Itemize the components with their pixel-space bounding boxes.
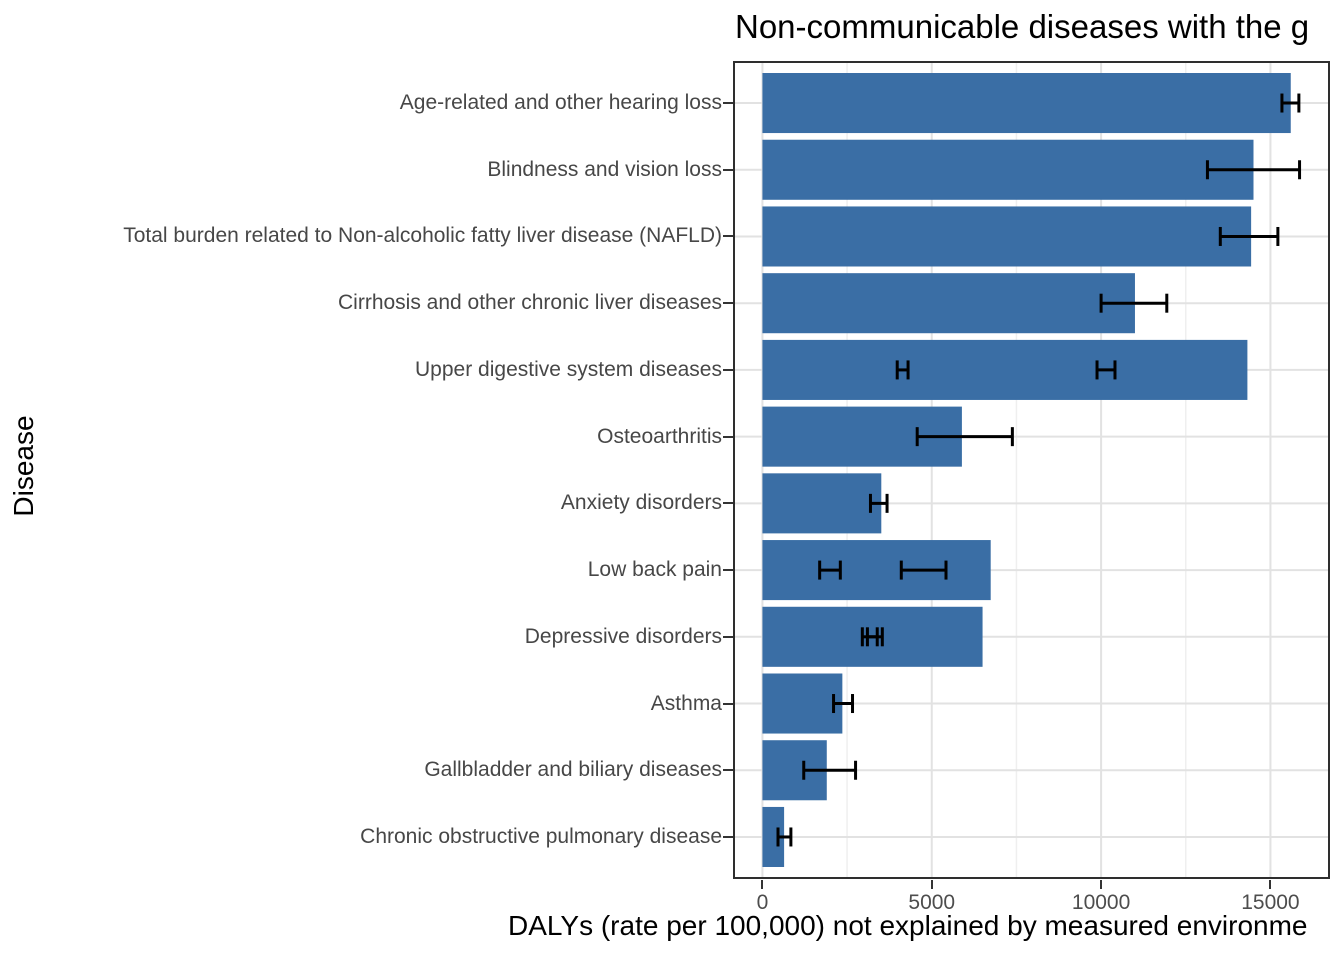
x-tick-mark <box>1269 880 1272 889</box>
y-axis-title: Disease <box>8 415 39 517</box>
bar <box>762 673 843 734</box>
category-label: Low back pain <box>587 558 722 582</box>
y-tick-mark <box>723 702 733 705</box>
category-label: Anxiety disorders <box>560 491 722 515</box>
bar <box>762 73 1291 134</box>
category-label: Total burden related to Non-alcoholic fa… <box>123 224 722 248</box>
bar <box>762 339 1248 400</box>
plot-panel <box>733 61 1330 879</box>
y-tick-mark <box>723 835 733 838</box>
bar <box>762 139 1254 200</box>
bar <box>762 206 1252 267</box>
y-tick-mark <box>723 569 733 572</box>
category-label: Asthma <box>650 691 722 715</box>
x-tick-label: 15000 <box>1241 891 1300 914</box>
y-tick-mark <box>723 168 733 171</box>
x-axis-title: DALYs (rate per 100,000) not explained b… <box>508 910 1308 941</box>
category-label: Blindness and vision loss <box>487 157 722 181</box>
x-tick-mark <box>761 880 764 889</box>
y-tick-mark <box>723 368 733 371</box>
chart-title: Non-communicable diseases with the g <box>735 8 1310 45</box>
x-tick-mark <box>1100 880 1103 889</box>
y-tick-mark <box>723 102 733 105</box>
category-label: Osteoarthritis <box>597 424 722 448</box>
bar <box>762 806 785 867</box>
y-tick-mark <box>723 235 733 238</box>
y-tick-mark <box>723 635 733 638</box>
bar <box>762 273 1135 334</box>
y-tick-mark <box>723 302 733 305</box>
y-tick-mark <box>723 502 733 505</box>
x-tick-label: 5000 <box>908 891 956 914</box>
bar <box>762 473 882 534</box>
category-label: Depressive disorders <box>524 624 722 648</box>
category-label: Gallbladder and biliary diseases <box>424 758 722 782</box>
plot-area <box>735 63 1328 877</box>
x-tick-mark <box>930 880 933 889</box>
y-tick-mark <box>723 769 733 772</box>
category-label: Age-related and other hearing loss <box>399 91 722 115</box>
x-tick-label: 0 <box>756 891 769 914</box>
category-label: Upper digestive system diseases <box>415 357 722 381</box>
bar <box>762 540 991 601</box>
x-tick-label: 10000 <box>1071 891 1131 914</box>
y-tick-mark <box>723 435 733 438</box>
category-label: Chronic obstructive pulmonary disease <box>360 824 722 848</box>
category-label: Cirrhosis and other chronic liver diseas… <box>338 291 722 315</box>
